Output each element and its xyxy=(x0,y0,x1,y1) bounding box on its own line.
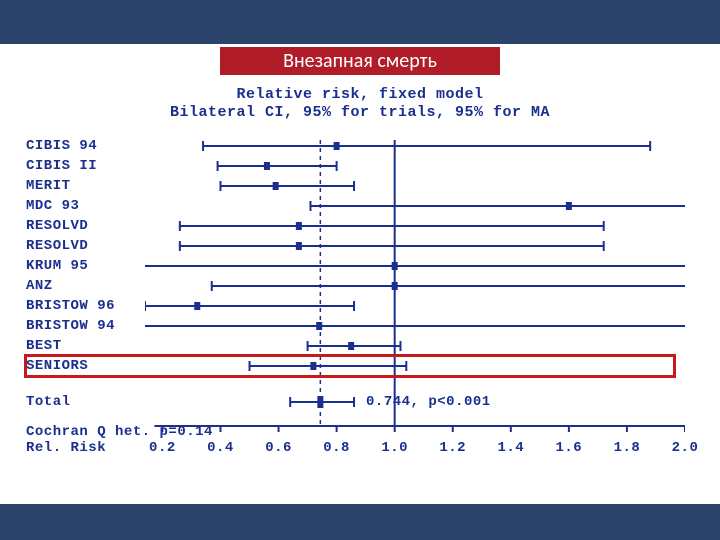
axis-tick-label: 1.4 xyxy=(481,440,541,456)
subhead-line-1: Relative risk, fixed model xyxy=(0,86,720,103)
axis-tick-label: 0.6 xyxy=(249,440,309,456)
axis-tick-label: 1.6 xyxy=(539,440,599,456)
axis-tick-label: 0.2 xyxy=(132,440,192,456)
slide-title: Внезапная смерть xyxy=(220,47,500,75)
forest-svg xyxy=(145,136,685,438)
axis-tick-label: 0.4 xyxy=(190,440,250,456)
axis-tick-label: 1.2 xyxy=(423,440,483,456)
heterogeneity-row: Cochran Q het. p=0.14 xyxy=(26,424,213,440)
axis-tick-label: 2.0 xyxy=(655,440,715,456)
axis-tick-label: 1.8 xyxy=(597,440,657,456)
total-label: Total xyxy=(26,394,71,410)
subhead-line-2: Bilateral CI, 95% for trials, 95% for MA xyxy=(0,104,720,121)
total-annotation: 0.744, p<0.001 xyxy=(366,394,491,410)
top-banner xyxy=(0,0,720,44)
axis-tick-label: 0.8 xyxy=(307,440,367,456)
axis-tick-label: 1.0 xyxy=(365,440,425,456)
axis-title: Rel. Risk xyxy=(26,440,106,456)
bottom-banner xyxy=(0,504,720,540)
slide-title-text: Внезапная смерть xyxy=(283,49,437,73)
forest-plot xyxy=(145,136,685,438)
